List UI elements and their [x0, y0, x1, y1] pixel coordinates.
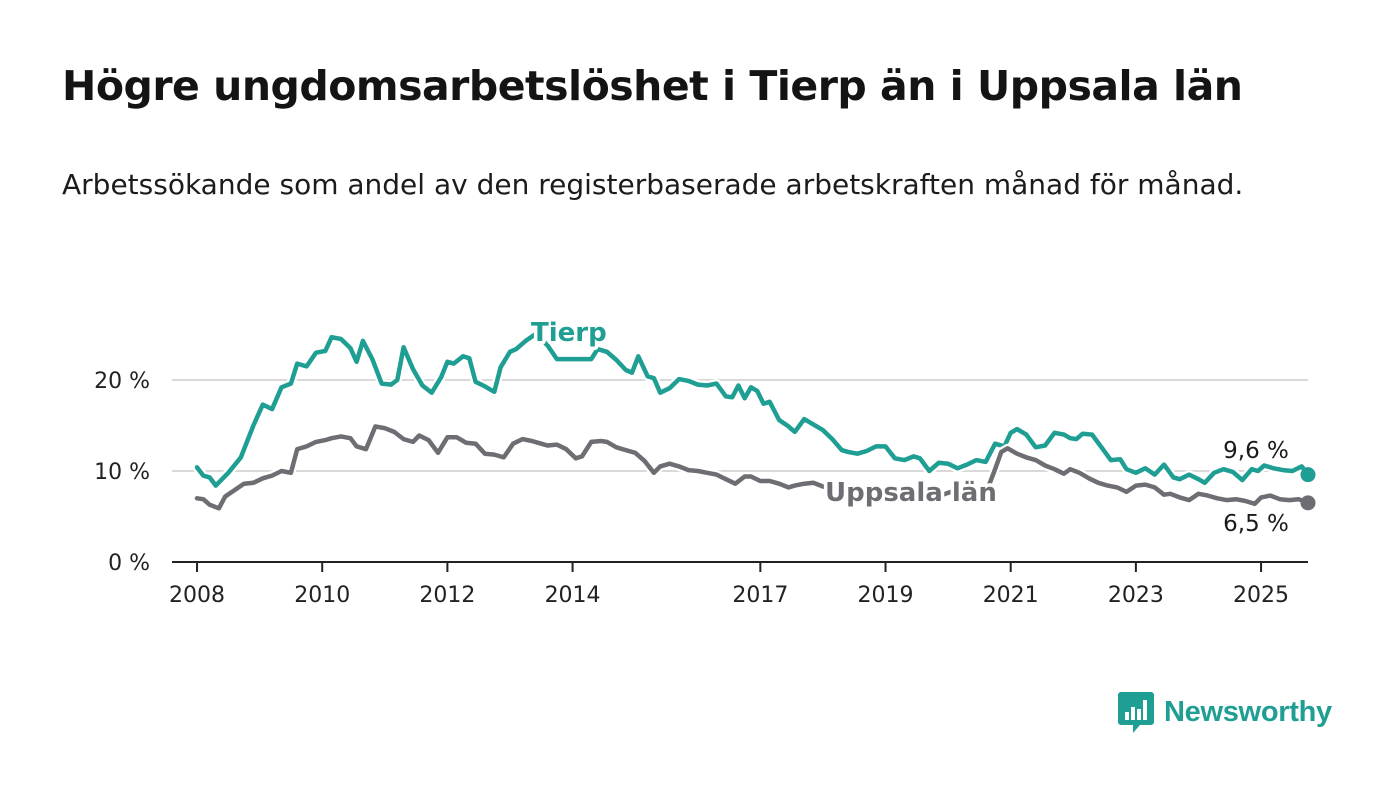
tierp-line-halo — [192, 330, 1313, 491]
tierp-series-label: Tierp — [531, 318, 607, 348]
x-axis: 2008 2010 2012 2014 2017 2019 2021 2023 2025 — [169, 561, 1308, 608]
y-axis: 0 % 10 % 20 % — [94, 369, 150, 576]
y-tick-label: 0 % — [108, 551, 150, 576]
uppsala-lan-end-dot — [1300, 495, 1316, 511]
x-tick-label: 2019 — [858, 583, 914, 608]
uppsala-lan-end-value-label: 6,5 % — [1223, 511, 1289, 537]
tierp-line — [194, 332, 1311, 488]
x-tick-label: 2017 — [732, 583, 788, 608]
grid-lines — [172, 379, 1308, 472]
series-lines — [192, 330, 1316, 513]
x-tick-label: 2021 — [983, 583, 1039, 608]
x-tick-label: 2010 — [294, 583, 350, 608]
x-tick-label: 2023 — [1108, 583, 1164, 608]
newsworthy-logo[interactable]: Newsworthy — [1118, 690, 1332, 734]
uppsala-lan-series-label: Uppsala län — [825, 478, 997, 508]
x-tick-label: 2025 — [1233, 583, 1289, 608]
x-tick-label: 2012 — [419, 583, 475, 608]
chart-subtitle: Arbetssökande som andel av den registerb… — [62, 168, 1244, 201]
tierp-end-value-label: 9,6 % — [1223, 438, 1289, 464]
newsworthy-logo-text: Newsworthy — [1164, 695, 1332, 728]
uppsala-lan-line — [194, 424, 1311, 511]
tierp-end-dot — [1300, 467, 1316, 483]
x-tick-label: 2014 — [545, 583, 601, 608]
y-tick-label: 20 % — [94, 369, 150, 394]
newsworthy-bar-chart-icon — [1118, 692, 1154, 733]
chart-title: Högre ungdomsarbetslöshet i Tierp än i U… — [62, 62, 1243, 110]
y-tick-label: 10 % — [94, 460, 150, 485]
x-tick-label: 2008 — [169, 583, 225, 608]
series-labels: Tierp Uppsala län 9,6 % 6,5 % — [528, 315, 1292, 541]
